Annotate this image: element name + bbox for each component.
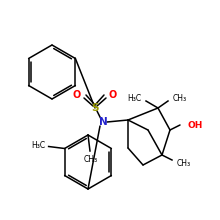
Text: H₃C: H₃C [31, 141, 46, 150]
Text: CH₃: CH₃ [84, 154, 98, 163]
Text: CH₃: CH₃ [177, 158, 191, 167]
Text: N: N [99, 117, 107, 127]
Text: O: O [109, 90, 117, 100]
Text: O: O [73, 90, 81, 100]
Text: CH₃: CH₃ [173, 94, 187, 103]
Text: H₃C: H₃C [127, 94, 141, 103]
Text: OH: OH [188, 121, 203, 130]
Text: S: S [91, 103, 99, 113]
